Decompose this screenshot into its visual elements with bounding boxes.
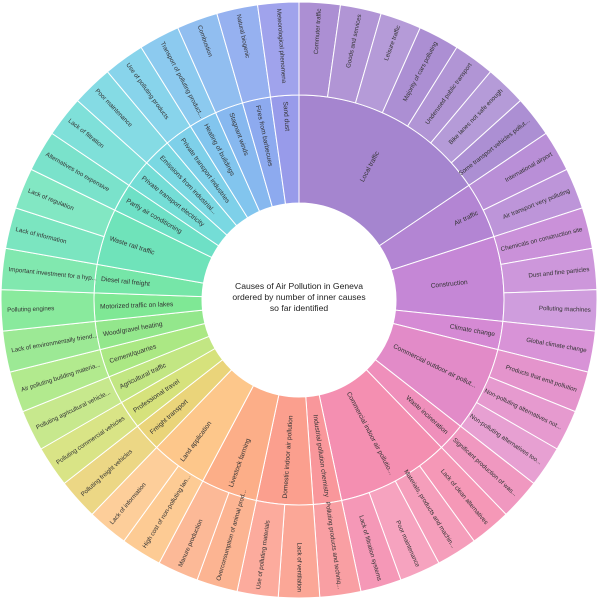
outer-label-lack-of-ventilation: Lack of ventilation xyxy=(295,542,302,592)
inner-label-sand-dust: Sand dust xyxy=(281,101,290,131)
outer-segment-meteorological-phenomena[interactable] xyxy=(256,1,300,98)
center-title-line-1: Causes of Air Pollution in Geneva xyxy=(235,281,363,291)
inner-label-motorized-traffic-on-lakes: Motorized traffic on lakes xyxy=(100,301,174,311)
outer-label-commuter-traffic: Commuter traffic xyxy=(313,8,323,54)
outer-label-polluting-machines: Polluting machines xyxy=(539,305,591,314)
center-title-line-3: so far identified xyxy=(270,303,329,313)
outer-label-polluting-engines: Polluting engines xyxy=(7,305,54,314)
inner-label-construction: Construction xyxy=(430,279,468,290)
center-title-line-2: ordered by number of inner causes xyxy=(232,292,365,302)
